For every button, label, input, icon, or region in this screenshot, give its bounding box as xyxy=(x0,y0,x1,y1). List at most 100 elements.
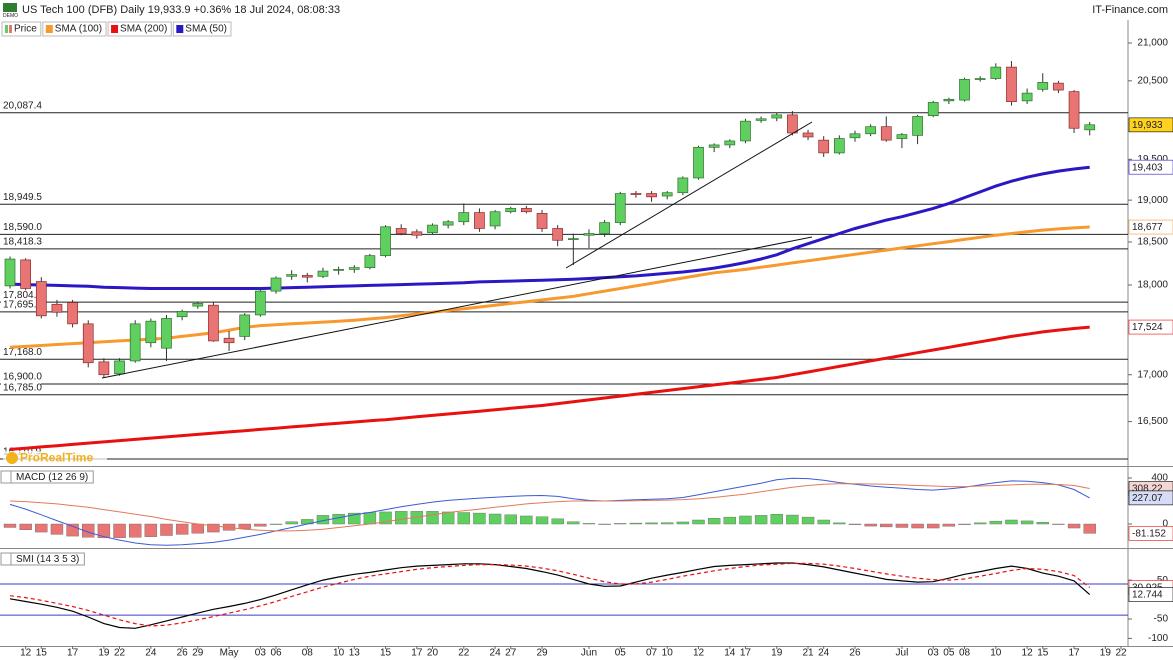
histogram-bar xyxy=(1067,523,1081,529)
y-tick-label: 21,000 xyxy=(1137,38,1168,49)
histogram-bar xyxy=(269,523,283,525)
candle-body xyxy=(567,238,579,240)
x-tick-label: 10 xyxy=(333,648,345,659)
level-label-bg xyxy=(1,298,41,310)
x-tick-label: 22 xyxy=(1115,648,1127,659)
candle-body xyxy=(740,120,751,142)
legend-label: SMA (100) xyxy=(55,24,102,35)
histogram-bar xyxy=(567,521,580,525)
histogram-bar xyxy=(973,522,987,525)
level-label: 17,695.0 xyxy=(3,299,42,310)
candle-body xyxy=(1006,66,1017,102)
x-tick-label: 03 xyxy=(928,648,940,659)
x-tick-label: 08 xyxy=(959,648,971,659)
histogram-bar xyxy=(332,514,345,525)
x-tick-label: 05 xyxy=(615,648,627,659)
histogram-bar xyxy=(942,523,956,527)
candle-body xyxy=(708,144,720,148)
candle-body xyxy=(1037,82,1049,90)
histogram-bar xyxy=(97,523,111,539)
candle-body xyxy=(270,277,282,292)
legend-icon xyxy=(5,25,8,33)
candle-body xyxy=(427,224,438,234)
legend-item: SMA (50) xyxy=(172,21,232,37)
legend-frame xyxy=(42,21,107,37)
histogram-bar xyxy=(1005,519,1018,525)
level-label: 18,418.3 xyxy=(3,237,42,248)
candle-body xyxy=(348,267,360,270)
line-series xyxy=(9,562,1091,627)
histogram-bar xyxy=(238,523,251,529)
legend-icon xyxy=(9,25,12,33)
candle-body xyxy=(849,133,861,139)
x-tick-label: 17 xyxy=(411,648,423,659)
candle-body xyxy=(724,140,736,146)
histogram-bar xyxy=(144,523,158,537)
level-label: 17,804.3 xyxy=(3,290,42,301)
chart-title: US Tech 100 (DFB) Daily 19,933.9 +0.36% … xyxy=(22,4,340,16)
candle-body xyxy=(239,314,251,337)
line-series xyxy=(9,483,1090,532)
candle-body xyxy=(411,231,423,236)
histogram-bar xyxy=(801,516,815,525)
histogram-bar xyxy=(285,521,298,525)
histogram-bar xyxy=(254,523,267,527)
x-tick-label: Jul xyxy=(896,648,909,659)
level-label-bg xyxy=(1,346,41,358)
histogram-bar xyxy=(614,523,627,525)
legend-icon xyxy=(111,25,119,33)
plot-layer: 20,087.4 18,949.5 18,590.0 18,418.3 17,804.3… xyxy=(0,61,1128,629)
candle-body xyxy=(98,361,110,376)
x-tick-label: 15 xyxy=(36,648,48,659)
candle-body xyxy=(505,208,517,213)
watermark: ProRealTime xyxy=(3,451,107,465)
candle-body xyxy=(145,320,157,344)
histogram-bar xyxy=(504,514,517,525)
histogram-bar xyxy=(473,512,486,525)
price-tag-label: 19,933 xyxy=(1132,120,1163,131)
candle-body xyxy=(192,303,204,307)
candle-body xyxy=(161,318,172,349)
x-tick-label: 19 xyxy=(1100,648,1112,659)
y-tick-label: 17,000 xyxy=(1137,369,1168,380)
candle-body xyxy=(20,259,31,289)
x-tick-label: May xyxy=(220,648,239,659)
x-tick-label: 12 xyxy=(693,648,705,659)
line-series xyxy=(9,562,1091,629)
histogram-bar xyxy=(207,523,220,533)
histogram-bar xyxy=(645,522,658,525)
candle-body xyxy=(880,126,892,141)
x-tick-label: 29 xyxy=(192,648,204,659)
level-label-bg xyxy=(1,381,41,393)
histogram-bar xyxy=(817,519,830,525)
histogram-bar xyxy=(520,515,533,525)
histogram-bar xyxy=(911,523,924,529)
candle-body xyxy=(974,78,986,80)
candle-body xyxy=(1084,124,1096,131)
price-tag xyxy=(1128,526,1173,541)
x-tick-label: 27 xyxy=(505,648,517,659)
histogram-bar xyxy=(723,516,737,525)
candle-body xyxy=(114,360,125,375)
x-tick-label: 15 xyxy=(380,648,392,659)
legend-icon xyxy=(45,25,53,33)
price-tag xyxy=(1128,587,1173,602)
price-tag xyxy=(1128,117,1173,133)
candle-body xyxy=(458,212,470,223)
level-label: 16,900.0 xyxy=(3,372,42,383)
histogram-bar xyxy=(535,516,549,525)
brand: IT-Finance.com xyxy=(1092,4,1168,16)
x-tick-label: 05 xyxy=(943,648,955,659)
candle-body xyxy=(223,337,235,344)
candle-body xyxy=(1053,82,1064,91)
candle-body xyxy=(583,233,595,236)
histogram-bar xyxy=(175,523,189,535)
candle-body xyxy=(286,274,298,277)
x-tick-label: 19 xyxy=(98,648,110,659)
watermark-logo xyxy=(6,452,18,464)
price-tag-label: 308.22 xyxy=(1132,484,1163,495)
level-label-bg xyxy=(1,191,41,203)
histogram-bar xyxy=(1036,522,1049,525)
